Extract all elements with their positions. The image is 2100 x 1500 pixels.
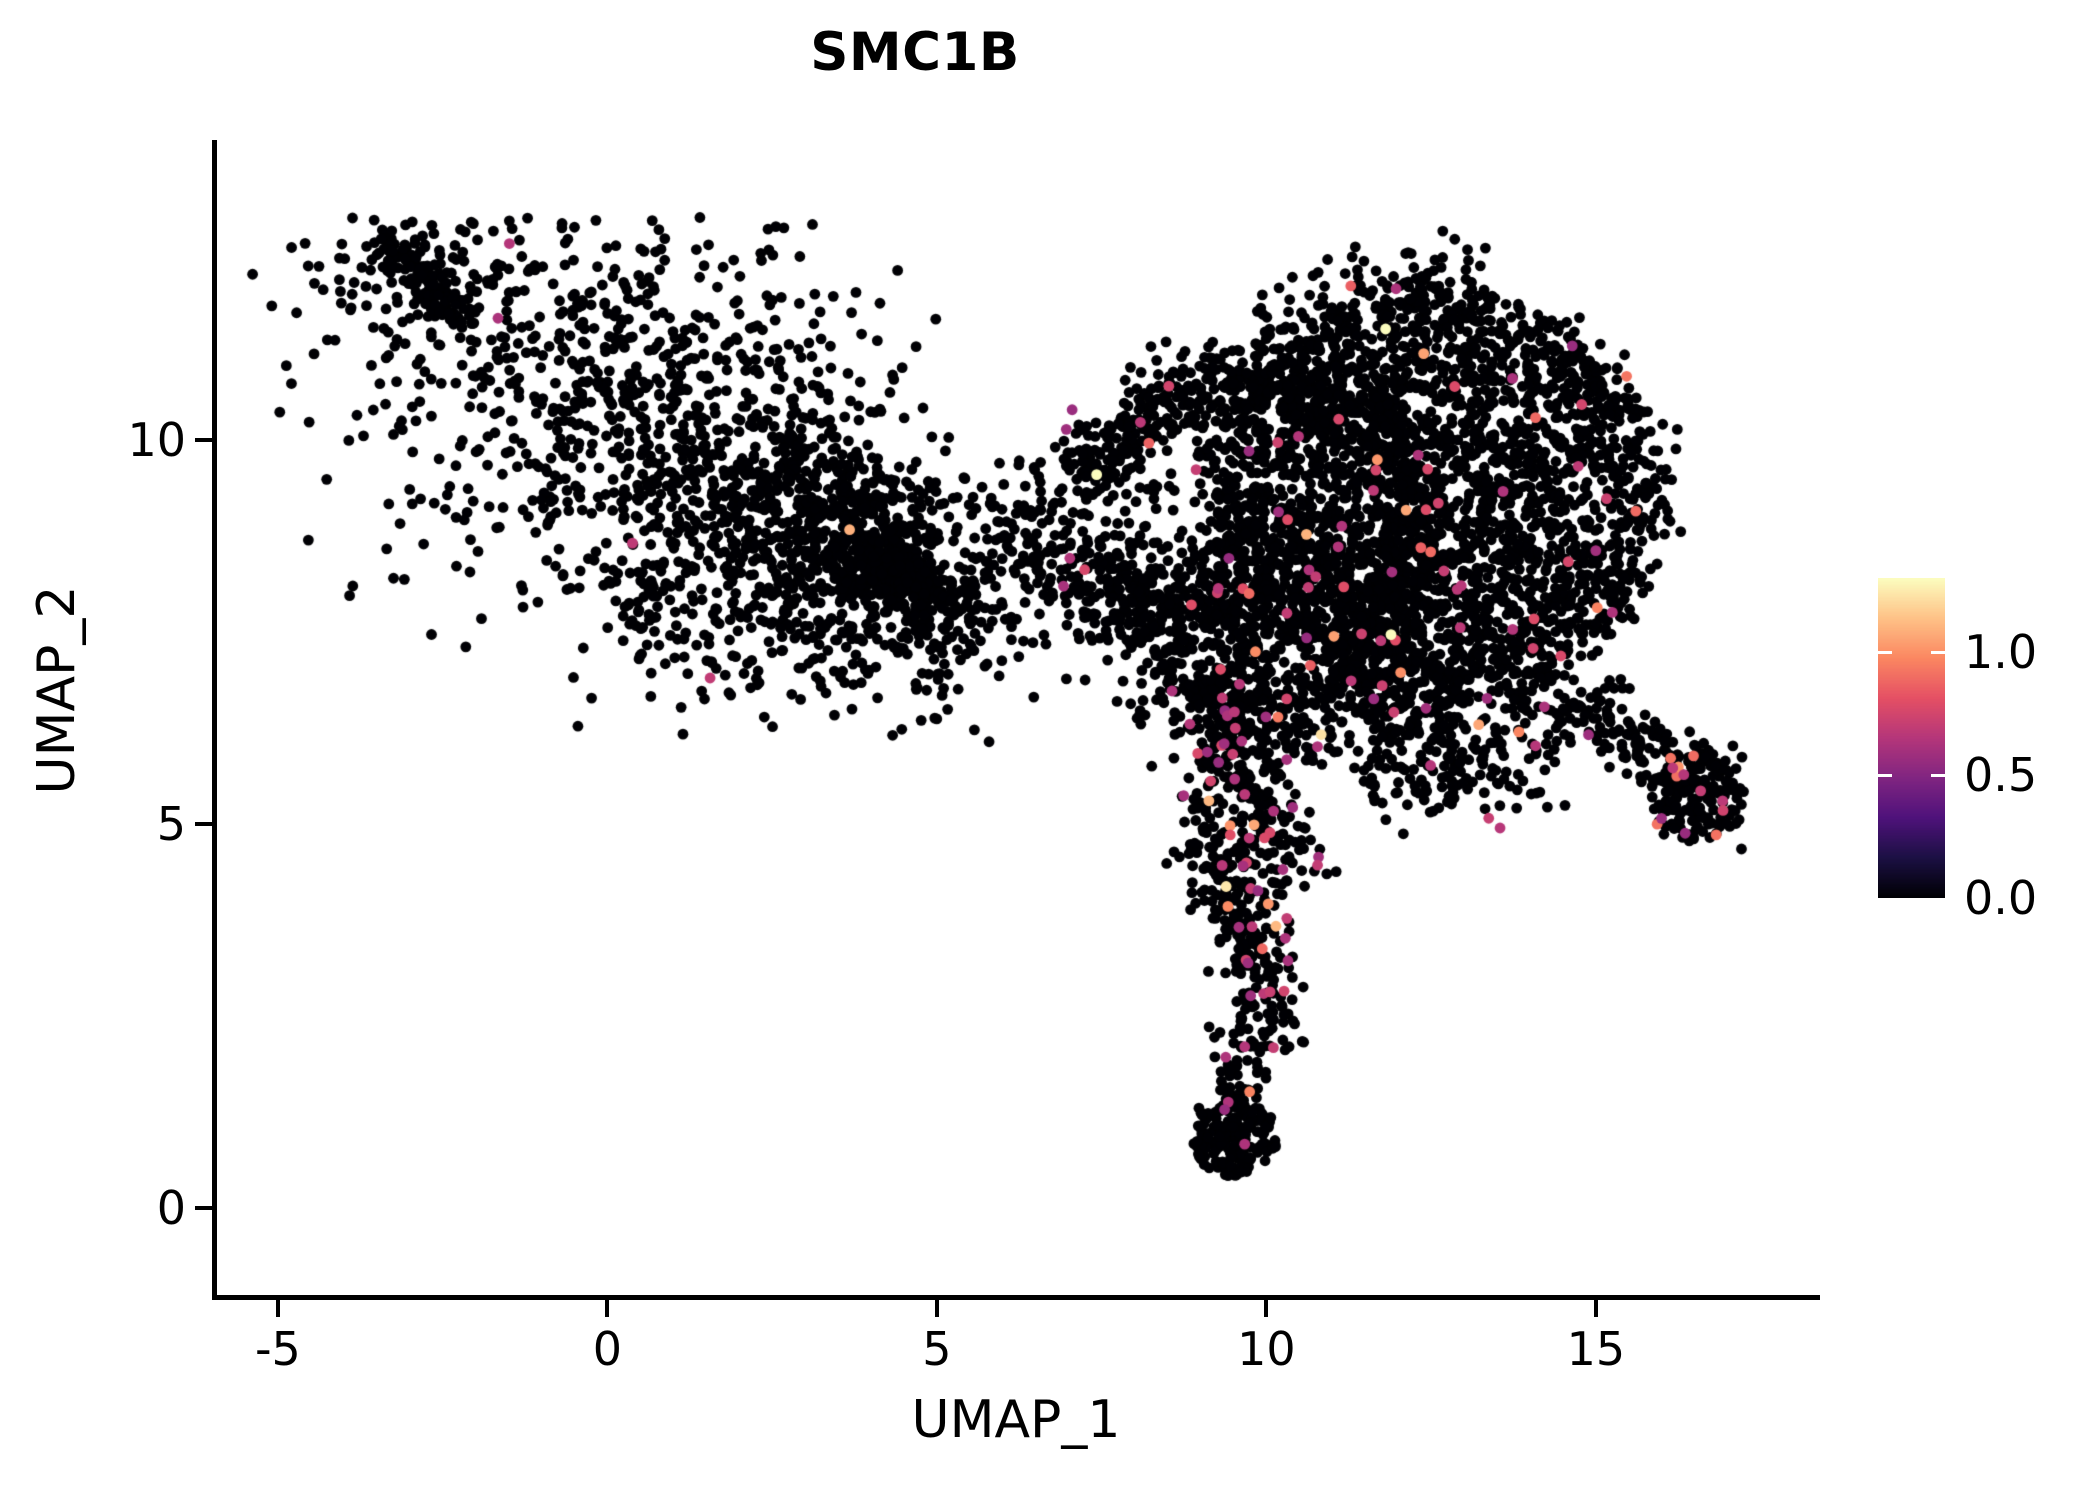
x-tick-mark	[1264, 1300, 1269, 1317]
axis-spine-left	[212, 140, 217, 1300]
colorbar-tick-mark	[1931, 650, 1945, 654]
x-tick-label: -5	[254, 1322, 301, 1376]
y-tick-label: 0	[156, 1180, 186, 1235]
x-tick-label: 15	[1566, 1322, 1626, 1376]
colorbar-tick-mark	[1878, 773, 1892, 777]
colorbar-tick-mark	[1931, 773, 1945, 777]
y-tick-mark	[195, 821, 212, 826]
x-tick-label: 0	[592, 1322, 623, 1376]
colorbar-gradient	[1878, 578, 1945, 898]
axis-spine-bottom	[212, 1295, 1820, 1300]
colorbar: 0.0 0.5 1.0	[1878, 578, 2088, 938]
x-tick-mark	[934, 1300, 939, 1317]
y-tick-mark	[195, 1205, 212, 1210]
y-axis-label: UMAP_2	[27, 585, 87, 795]
x-tick-mark	[605, 1300, 610, 1317]
y-tick-label: 10	[127, 412, 186, 467]
plot-axes: -5 0 5 10 15 0 5 10	[127, 140, 1820, 1376]
x-axis-label: UMAP_1	[911, 1390, 1121, 1450]
x-tick-label: 10	[1237, 1322, 1296, 1376]
page-title: SMC1B	[810, 22, 1020, 83]
x-tick-label: 5	[922, 1322, 952, 1376]
scatter-plot-canvas	[212, 140, 1820, 1300]
y-tick-label: 5	[156, 796, 186, 851]
colorbar-tick-mark	[1878, 650, 1892, 654]
x-tick-mark	[1593, 1300, 1598, 1317]
x-tick-mark	[275, 1300, 280, 1317]
colorbar-tick-label: 0.5	[1964, 747, 2038, 802]
colorbar-tick-label: 0.0	[1964, 871, 2038, 925]
colorbar-tick-label: 1.0	[1964, 624, 2038, 679]
y-tick-mark	[195, 437, 212, 442]
